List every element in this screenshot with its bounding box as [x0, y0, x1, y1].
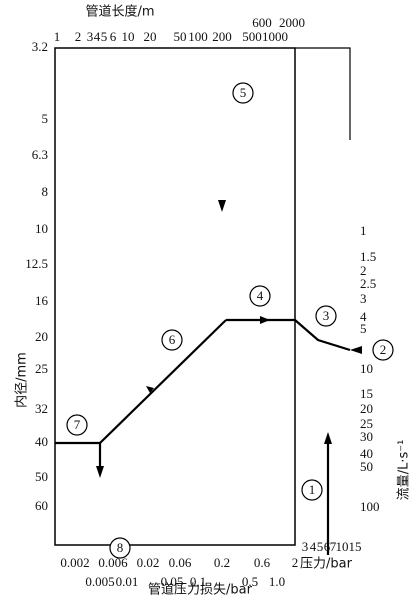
- bottom-tick-label: 0.01: [116, 574, 139, 589]
- bottom-tick-label: 1.0: [269, 574, 285, 589]
- left-tick-label: 12.5: [25, 256, 48, 271]
- marker-circle: [232, 82, 254, 104]
- marker-circle: [315, 305, 337, 327]
- flow-tick-label: 20: [360, 401, 373, 416]
- top-tick-label: 100: [188, 29, 208, 44]
- grid-frame: [54, 47, 296, 546]
- top-tick-label: 20: [144, 29, 157, 44]
- flow-tick-label: 30: [360, 429, 373, 444]
- bottom-tick-label: 2: [292, 555, 299, 570]
- pressure-tick-label: 15: [349, 539, 362, 554]
- marker-circle: [66, 414, 88, 436]
- marker-label: 3: [323, 308, 330, 323]
- top-tick-label: 4: [94, 29, 101, 44]
- flow-axis-title: 流量/L·s⁻¹: [397, 440, 412, 501]
- left-tick-label: 10: [35, 221, 48, 236]
- left-tick-label: 60: [35, 498, 48, 513]
- top-tick-label: 5: [101, 29, 108, 44]
- flow-tick-label: 4: [360, 309, 367, 324]
- top-tick-label: 3: [87, 29, 94, 44]
- marker-circle: [109, 537, 131, 559]
- flow-tick-label: 1: [360, 223, 367, 238]
- example-path: [55, 318, 351, 555]
- flow-tick-label: 50: [360, 459, 373, 474]
- bottom-tick-label: 0.6: [254, 555, 271, 570]
- left-tick-label: 8: [42, 184, 49, 199]
- marker-circle: [161, 329, 183, 351]
- top-tick-label: 50: [174, 29, 187, 44]
- top-tick-label: 200: [212, 29, 232, 44]
- marker-label: 1: [309, 482, 316, 497]
- flow-tick-label: 10: [360, 361, 373, 376]
- pressure-tick-label: 5: [317, 539, 324, 554]
- left-tick-label: 50: [35, 469, 48, 484]
- marker-label: 7: [74, 417, 81, 432]
- bottom-tick-label: 0.5: [242, 574, 258, 589]
- flow-tick-label: 100: [360, 499, 380, 514]
- flow-tick-label: 2.5: [360, 276, 376, 291]
- marker-circle: [372, 339, 394, 361]
- flow-tick-label: 2: [360, 263, 367, 278]
- marker-circle: [301, 479, 323, 501]
- top-tick-label: 6: [110, 29, 117, 44]
- marker-label: 6: [169, 332, 176, 347]
- left-tick-label: 5: [42, 111, 49, 126]
- bottom-tick-label: 0.2: [214, 555, 230, 570]
- flow-tick-label: 1.5: [360, 249, 376, 264]
- marker-label: 5: [240, 85, 247, 100]
- left-tick-label: 20: [35, 329, 48, 344]
- left-tick-label: 25: [35, 361, 48, 376]
- right-frame: [295, 47, 351, 140]
- left-tick-label: 40: [35, 434, 48, 449]
- marker-label: 4: [257, 288, 264, 303]
- marker-label: 8: [117, 540, 124, 555]
- marker-label: 2: [380, 342, 387, 357]
- pressure-tick-label: 7: [330, 539, 337, 554]
- top-tick-label: 500: [242, 29, 262, 44]
- top-tick-label: 10: [122, 29, 135, 44]
- left-tick-label: 3.2: [32, 39, 48, 54]
- pressure-tick-label: 3: [302, 539, 309, 554]
- marker-circle: [249, 285, 271, 307]
- top-tick-label: 600: [252, 15, 272, 30]
- top-tick-label: 1000: [262, 29, 288, 44]
- pressure-axis-title: 压力/bar: [300, 557, 353, 572]
- pressure-tick-label: 4: [310, 539, 317, 554]
- flow-tick-label: 40: [360, 446, 373, 461]
- flow-tick-label: 5: [360, 321, 367, 336]
- flow-tick-label: 15: [360, 386, 373, 401]
- bottom-tick-label: 0.02: [137, 555, 160, 570]
- bottom-tick-label: 0.002: [60, 555, 89, 570]
- flow-tick-label: 3: [360, 291, 367, 306]
- bottom-tick-label: 0.06: [169, 555, 192, 570]
- arrows: [96, 200, 362, 478]
- bottom-tick-label: 0.05: [161, 574, 184, 589]
- pressure-tick-label: 6: [324, 539, 331, 554]
- flow-tick-label: 25: [360, 416, 373, 431]
- left-tick-label: 32: [35, 401, 48, 416]
- left-tick-label: 16: [35, 293, 49, 308]
- top-tick-label: 2: [75, 29, 82, 44]
- bottom-tick-label: 0.005: [85, 574, 114, 589]
- top-tick-label: 1: [54, 29, 61, 44]
- bottom-tick-label: 0.1: [190, 574, 206, 589]
- bottom-axis-title: 管道压力损失/bar: [148, 583, 253, 598]
- left-tick-label: 6.3: [32, 147, 48, 162]
- pressure-tick-label: 10: [336, 539, 349, 554]
- top-tick-label: 2000: [279, 15, 305, 30]
- bottom-tick-label: 0.006: [98, 555, 128, 570]
- top-axis-title: 管道长度/m: [85, 4, 154, 20]
- left-axis-title: 内径/mm: [14, 352, 30, 408]
